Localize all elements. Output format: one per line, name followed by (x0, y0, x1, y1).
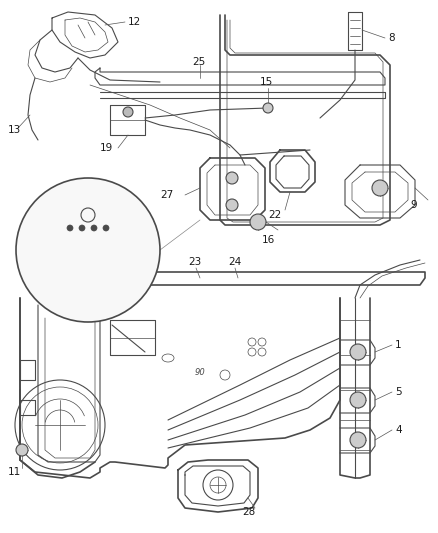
Text: 22: 22 (268, 210, 281, 220)
Text: 28: 28 (242, 507, 255, 517)
Circle shape (350, 344, 366, 360)
Text: 90: 90 (195, 368, 206, 377)
Text: 10: 10 (80, 293, 93, 303)
Circle shape (250, 214, 266, 230)
Text: 8: 8 (388, 33, 395, 43)
Text: 1: 1 (395, 340, 402, 350)
Circle shape (226, 172, 238, 184)
Text: 9: 9 (410, 200, 417, 210)
Circle shape (226, 199, 238, 211)
Text: 11: 11 (8, 467, 21, 477)
Circle shape (350, 432, 366, 448)
Text: 13: 13 (8, 125, 21, 135)
Text: 24: 24 (228, 257, 241, 267)
Circle shape (103, 225, 109, 231)
Text: 7: 7 (52, 210, 59, 220)
Circle shape (123, 107, 133, 117)
Text: 16: 16 (262, 235, 275, 245)
Circle shape (263, 103, 273, 113)
Text: 6: 6 (62, 280, 69, 290)
Circle shape (67, 225, 73, 231)
Text: 4: 4 (395, 425, 402, 435)
Text: 15: 15 (260, 77, 273, 87)
Circle shape (16, 178, 160, 322)
Text: 12: 12 (128, 17, 141, 27)
Circle shape (16, 444, 28, 456)
Circle shape (372, 180, 388, 196)
Text: 25: 25 (192, 57, 205, 67)
Circle shape (79, 225, 85, 231)
Circle shape (91, 225, 97, 231)
Text: 23: 23 (188, 257, 201, 267)
Text: 5: 5 (395, 387, 402, 397)
Circle shape (350, 392, 366, 408)
Text: 19: 19 (100, 143, 113, 153)
Text: 27: 27 (160, 190, 173, 200)
